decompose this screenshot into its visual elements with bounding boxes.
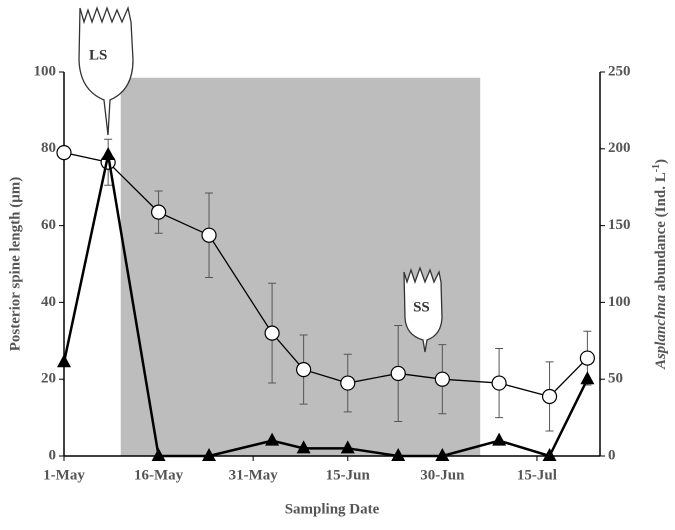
x-tick-label: 15-Jul (517, 467, 557, 483)
point (101, 146, 116, 160)
y-tick-label: 80 (41, 140, 56, 156)
y2-tick-label: 100 (608, 294, 631, 310)
y2-tick-label: 200 (608, 140, 631, 156)
y2-label-italic: Asplanchna (653, 294, 669, 370)
point (265, 432, 280, 446)
point (542, 448, 557, 461)
x-tick-label: 1-May (43, 467, 85, 483)
point (491, 375, 507, 391)
shaded-period (120, 77, 481, 456)
point (340, 375, 356, 391)
y2-tick-label: 150 (608, 217, 631, 233)
point (296, 362, 312, 378)
series-line (63, 152, 588, 398)
point (579, 350, 595, 366)
point (340, 440, 355, 454)
point (435, 448, 450, 461)
y-tick-label: 0 (49, 447, 57, 463)
y2-tick-label: 250 (608, 63, 631, 79)
x-tick-label: 16-May (134, 467, 184, 483)
y2-label-sup: -1 (651, 164, 662, 172)
annotation: SS (413, 299, 430, 315)
y2-label-end: ) (653, 159, 669, 164)
annotation: LS (89, 47, 107, 63)
y2-axis-label: Asplanchna abundance (Ind. L-1) (651, 159, 670, 370)
ss-icon (403, 266, 443, 353)
y-tick-label: 20 (41, 371, 56, 387)
point (391, 448, 406, 461)
y-tick-label: 60 (41, 217, 56, 233)
point (150, 204, 167, 220)
series-line (62, 154, 589, 458)
x-axis-label: Sampling Date (285, 501, 380, 517)
point (151, 448, 166, 461)
x-tick-label: 30-Jun (420, 467, 465, 483)
y2-label-text: abundance (Ind. L (653, 172, 669, 295)
point (56, 145, 72, 161)
point (580, 371, 595, 385)
y2-tick-label: 50 (608, 371, 623, 387)
y-tick-label: 40 (41, 294, 56, 310)
point (264, 325, 280, 341)
y-axis-label: Posterior spine length (μm) (7, 177, 23, 351)
point (57, 354, 71, 368)
point (390, 365, 406, 382)
point (201, 227, 217, 243)
ls-icon (78, 5, 134, 136)
point (492, 432, 507, 446)
x-tick-label: 15-Jun (326, 467, 371, 483)
point (434, 371, 450, 387)
y2-tick-label: 0 (608, 447, 616, 463)
x-tick-label: 31-May (229, 467, 279, 483)
point (202, 448, 217, 461)
point (296, 440, 311, 454)
y-tick-label: 100 (34, 63, 57, 79)
point (541, 388, 558, 405)
